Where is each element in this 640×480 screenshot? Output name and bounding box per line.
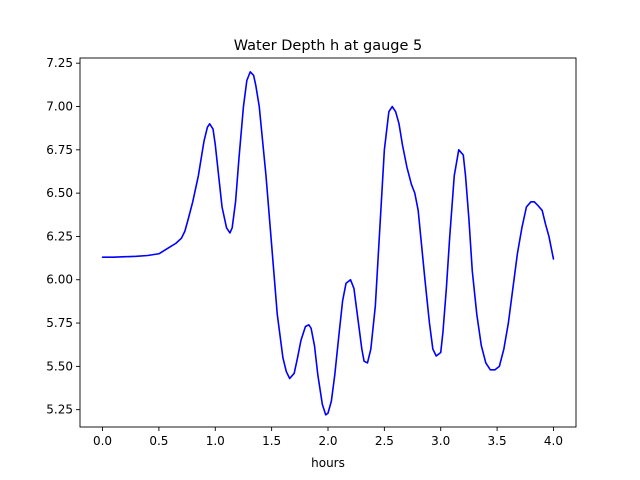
plot-area: 0.0 0.5 1.0 1.5 2.0 2.5 3.0 3.5 4.0 5.25 5.50 5.75 6… xyxy=(46,56,577,448)
x-tick-label: 3.0 xyxy=(431,434,450,448)
y-tick-label: 7.00 xyxy=(46,100,73,114)
x-tick-label: 1.0 xyxy=(206,434,225,448)
y-tick-label: 5.75 xyxy=(46,316,73,330)
y-tick-label: 6.75 xyxy=(46,143,73,157)
y-tick-label: 5.25 xyxy=(46,403,73,417)
y-tick-label: 6.50 xyxy=(46,186,73,200)
y-tick-label: 6.00 xyxy=(46,273,73,287)
y-tick-label: 6.25 xyxy=(46,229,73,243)
x-tick-label: 2.5 xyxy=(375,434,394,448)
x-tick-label: 0.5 xyxy=(149,434,168,448)
y-tick-label: 5.50 xyxy=(46,359,73,373)
series-line-0 xyxy=(101,71,555,416)
x-tick-label: 3.5 xyxy=(488,434,507,448)
x-tick-label: 2.0 xyxy=(318,434,337,448)
x-tick-label: 4.0 xyxy=(544,434,563,448)
y-tick-label: 7.25 xyxy=(46,56,73,70)
x-tick-label: 1.5 xyxy=(262,434,281,448)
chart-title: Water Depth h at gauge 5 xyxy=(234,38,422,54)
x-axis-label: hours xyxy=(311,456,345,470)
x-tick-label: 0.0 xyxy=(93,434,112,448)
